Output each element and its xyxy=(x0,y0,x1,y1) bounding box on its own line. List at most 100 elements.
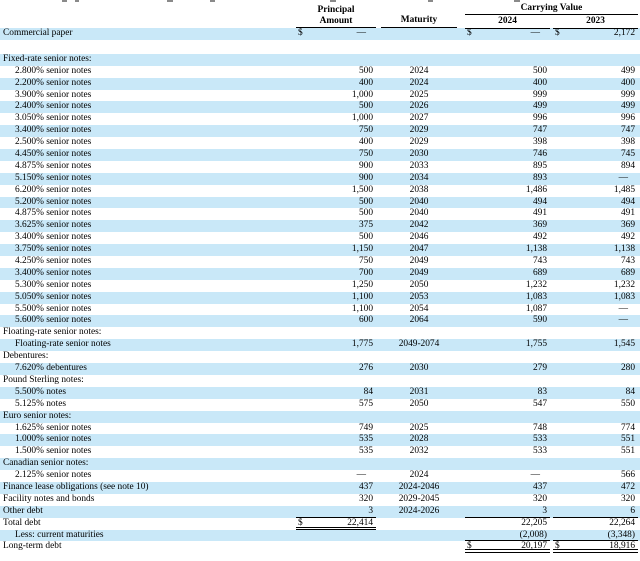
row-label: 5.500% notes xyxy=(15,386,67,397)
carrying-value-2023-cell-value: 747 xyxy=(620,125,635,136)
section-header-row: Fixed-rate senior notes: xyxy=(0,53,640,66)
carrying-value-2023-cell-value: 491 xyxy=(620,208,635,219)
carrying-value-2023-cell: 566 xyxy=(553,470,638,482)
principal-cell-value: 700 xyxy=(358,267,373,278)
row-label: 3.400% senior notes xyxy=(15,125,92,136)
carrying-value-2024-cell-value: — xyxy=(530,470,540,481)
principal-cell: 500 xyxy=(296,66,376,78)
carrying-value-2023-cell-value: 550 xyxy=(620,398,635,409)
principal-cell-value: 750 xyxy=(358,256,373,267)
principal-cell: 750 xyxy=(296,149,376,161)
principal-cell-value: 400 xyxy=(358,137,373,148)
maturity-cell: 2029 xyxy=(409,125,429,136)
carrying-value-2024-cell-value: 22,205 xyxy=(521,517,547,528)
row-label: Total debt xyxy=(3,517,41,528)
carrying-value-2024-cell-value: 1,083 xyxy=(525,291,547,302)
principal-cell: 400 xyxy=(296,78,376,90)
principal-cell-value: 320 xyxy=(358,493,373,504)
row-label: Facility notes and bonds xyxy=(3,493,95,504)
carrying-value-2024-cell: 83 xyxy=(465,387,550,399)
carrying-value-2024-cell: 689 xyxy=(465,268,550,280)
carrying-value-2024-cell-value: 747 xyxy=(532,125,547,136)
maturity-cell: 2029 xyxy=(409,137,429,148)
principal-cell-value: 1,250 xyxy=(351,279,373,290)
carrying-value-2024-cell-value: 893 xyxy=(532,172,547,183)
principal-cell xyxy=(296,411,376,423)
carrying-value-2023-cell: — xyxy=(553,173,638,185)
carrying-value-2023-cell: 999 xyxy=(553,90,638,102)
principal-cell: 375 xyxy=(296,220,376,232)
table-header: Principal Amount Maturity Carrying Value… xyxy=(0,2,640,29)
carrying-value-2024-cell-value: 437 xyxy=(532,481,547,492)
principal-cell xyxy=(296,530,376,542)
carrying-value-2024-cell: 492 xyxy=(465,232,550,244)
maturity-cell: 2026 xyxy=(409,101,429,112)
carrying-value-2024-cell: 747 xyxy=(465,125,550,137)
carrying-value-2023-cell xyxy=(553,327,638,339)
table-row: 7.620% debentures 276 2030 279 280 xyxy=(0,363,640,375)
carrying-value-2024-cell: 22,205 xyxy=(465,518,550,530)
row-label: Pound Sterling notes: xyxy=(3,374,84,385)
table-body: Commercial paper $ — $ — $2,172 Fixed-rate sen… xyxy=(0,28,640,554)
principal-cell-value: 500 xyxy=(358,232,373,243)
carrying-value-2023-cell: 499 xyxy=(553,66,638,78)
carrying-value-2024-cell-value: — xyxy=(530,28,540,38)
principal-cell-value: 750 xyxy=(358,149,373,160)
principal-cell-value: 500 xyxy=(358,208,373,219)
principal-cell xyxy=(296,351,376,363)
principal-cell: $22,414 xyxy=(296,518,376,530)
row-label: 4.450% senior notes xyxy=(15,149,92,160)
dollar-sign: $ xyxy=(467,28,472,38)
principal-cell: 3 xyxy=(296,506,376,518)
text-remnant-mark xyxy=(330,0,336,2)
label-column-header-spacer xyxy=(0,2,296,28)
maturity-cell: 2027 xyxy=(409,113,429,124)
carrying-value-2023-cell-value: 280 xyxy=(620,363,635,374)
maturity-cell: 2029-2045 xyxy=(398,493,440,504)
row-label: 4.875% senior notes xyxy=(15,160,92,171)
row-label: Less: current maturities xyxy=(15,529,104,540)
principal-cell: 535 xyxy=(296,434,376,446)
table-row: 6.200% senior notes 1,500 2038 1,486 1,485 xyxy=(0,185,640,197)
carrying-value-2023-cell-value: 996 xyxy=(620,113,635,124)
carrying-value-2024-cell-value: 369 xyxy=(532,220,547,231)
table-row: Total debt $22,414 22,205 22,264 xyxy=(0,518,640,530)
carrying-value-2023-cell-value: 499 xyxy=(620,101,635,112)
col-header-principal-line2: Amount xyxy=(319,16,353,26)
text-remnant-mark xyxy=(75,0,79,2)
principal-cell-value: 750 xyxy=(358,125,373,136)
carrying-value-2024-cell xyxy=(465,327,550,339)
carrying-value-2023-cell: 6 xyxy=(553,506,638,518)
carrying-value-2024-cell-value: 491 xyxy=(532,208,547,219)
table-row: 1.000% senior notes 535 2028 533 551 xyxy=(0,434,640,447)
maturity-cell: 2034 xyxy=(409,172,429,183)
carrying-value-2023-cell-value: 1,083 xyxy=(613,291,635,302)
dollar-sign: $ xyxy=(298,517,303,528)
carrying-value-2024-cell: 996 xyxy=(465,113,550,125)
row-label: Canadian senior notes: xyxy=(3,458,89,469)
row-label: 4.250% senior notes xyxy=(15,256,92,267)
table-row: 5.050% senior notes 1,100 2053 1,083 1,083 xyxy=(0,291,640,304)
carrying-value-2024-cell: $20,197 xyxy=(465,541,550,554)
table-row: 5.300% senior notes 1,250 2050 1,232 1,232 xyxy=(0,280,640,292)
carrying-value-2024-cell-value: 83 xyxy=(537,386,547,397)
principal-cell: 1,150 xyxy=(296,244,376,256)
principal-cell: 320 xyxy=(296,494,376,506)
maturity-cell: 2033 xyxy=(409,160,429,171)
principal-cell-value: 500 xyxy=(358,196,373,207)
carrying-value-2024-cell-value: 1,232 xyxy=(525,279,547,290)
table-row: Less: current maturities (2,008) (3,348) xyxy=(0,529,640,542)
text-remnant-mark xyxy=(62,0,67,2)
carrying-value-2024-cell: 1,138 xyxy=(465,244,550,256)
col-header-2024: 2024 xyxy=(465,15,550,29)
maturity-cell: 2025 xyxy=(409,89,429,100)
section-header-row: Canadian senior notes: xyxy=(0,458,640,471)
maturity-cell: 2046 xyxy=(409,232,429,243)
carrying-value-2024-cell-value: 533 xyxy=(532,434,547,445)
principal-cell-value: — xyxy=(356,28,366,38)
table-row: 5.600% senior notes 600 2064 590 — xyxy=(0,315,640,328)
table-row: Finance lease obligations (see note 10) 4… xyxy=(0,481,640,494)
table-row: 1.625% senior notes 749 2025 748 774 xyxy=(0,423,640,435)
table-row: 5.500% notes 84 2031 83 84 xyxy=(0,386,640,399)
row-label: 1.000% senior notes xyxy=(15,434,92,445)
